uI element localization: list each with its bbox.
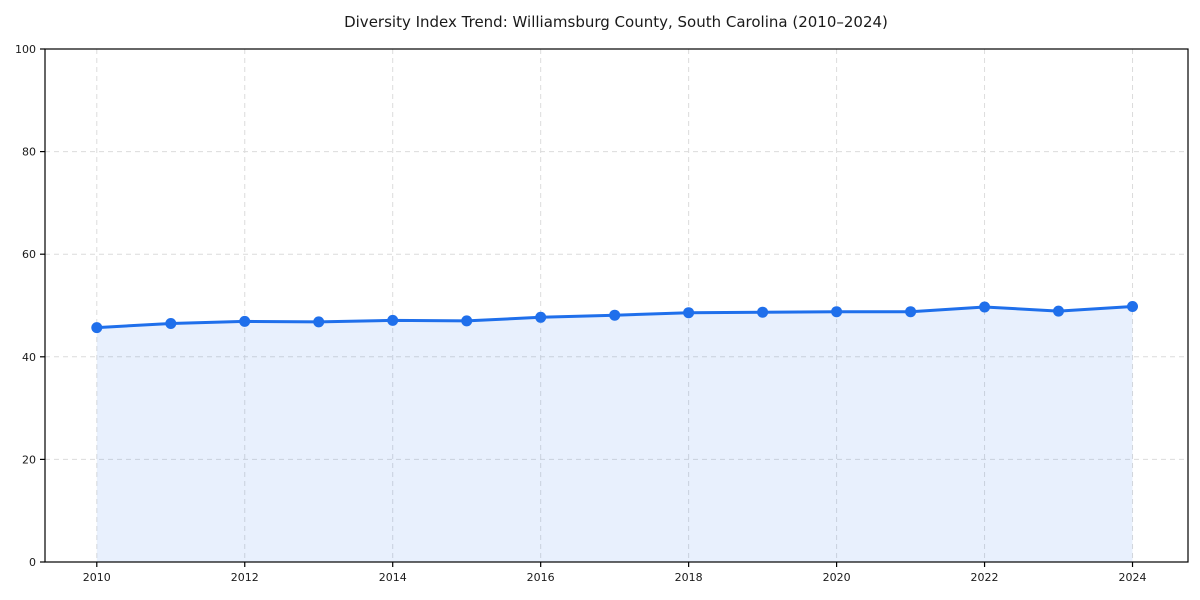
data-point-marker — [165, 318, 177, 329]
data-point-marker — [979, 301, 991, 313]
data-point-marker — [1127, 301, 1138, 312]
data-point-marker — [1053, 305, 1064, 317]
area-under-line — [96, 306, 1133, 562]
y-tick-label: 80 — [22, 146, 36, 159]
axes-frame — [44, 48, 1189, 563]
axis-tick-labels: 2010 2012 2014 2016 2018 2020 2022 2024 0 20 40 60 8… — [15, 43, 1147, 584]
data-point-marker — [91, 322, 103, 334]
y-tick-label: 40 — [22, 351, 36, 364]
data-point-marker — [757, 306, 769, 318]
data-points — [91, 301, 1138, 334]
y-tick-label: 60 — [22, 248, 36, 261]
data-point-marker — [461, 315, 473, 327]
data-point-marker — [313, 316, 325, 328]
x-tick-label: 2018 — [675, 571, 703, 584]
data-point-marker — [683, 307, 695, 319]
data-point-marker — [905, 306, 917, 318]
x-tick-label: 2016 — [527, 571, 555, 584]
x-tick-label: 2012 — [231, 571, 259, 584]
x-tick-label: 2014 — [379, 571, 407, 584]
x-tick-label: 2022 — [971, 571, 999, 584]
data-point-marker — [609, 309, 621, 321]
x-tick-label: 2024 — [1119, 571, 1147, 584]
axis-ticks — [40, 48, 1134, 567]
x-tick-label: 2020 — [823, 571, 851, 584]
x-tick-label: 2010 — [83, 571, 111, 584]
data-point-marker — [239, 315, 251, 327]
y-tick-label: 0 — [29, 556, 36, 569]
chart-title: Diversity Index Trend: Williamsburg Coun… — [344, 13, 888, 31]
data-point-marker — [387, 314, 399, 326]
data-point-marker — [535, 311, 547, 323]
data-point-marker — [831, 306, 843, 318]
y-tick-label: 100 — [15, 43, 36, 56]
y-tick-label: 20 — [22, 453, 36, 466]
plot-frame — [44, 48, 1189, 563]
area-fill — [96, 306, 1133, 562]
